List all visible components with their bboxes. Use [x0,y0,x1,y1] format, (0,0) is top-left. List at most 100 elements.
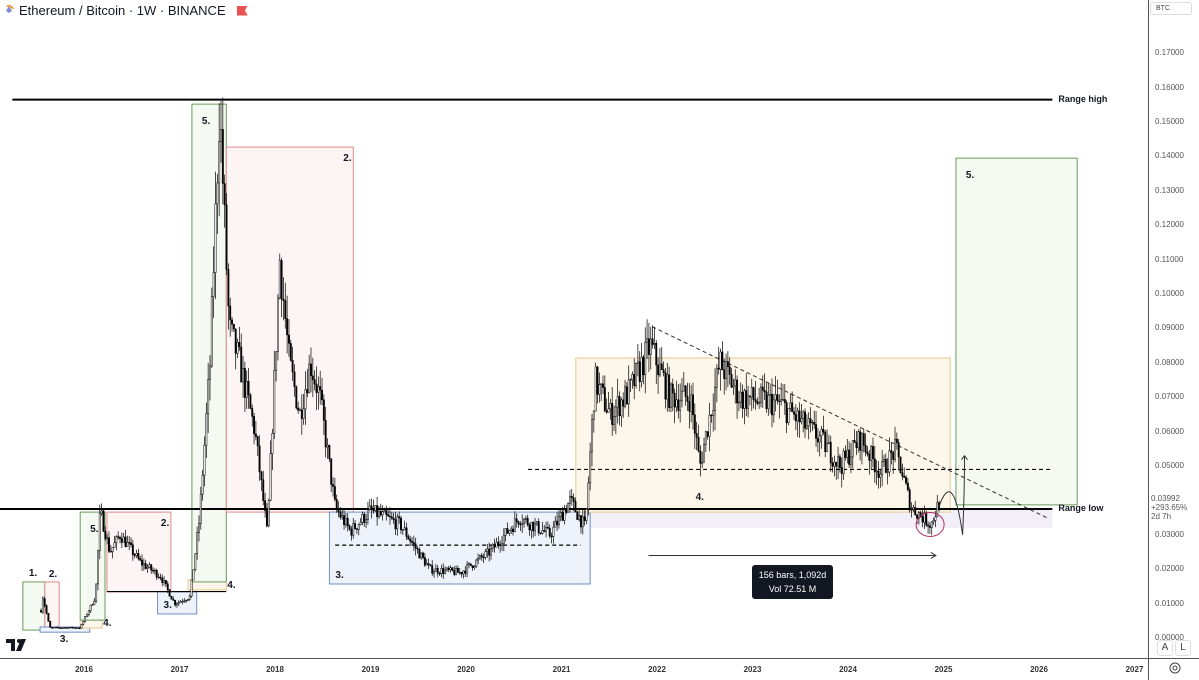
candle-body [310,363,312,377]
candle-body [73,627,76,629]
candle-body [629,379,632,381]
candle-body [87,610,90,615]
candle-body [456,568,459,573]
candle-body [131,544,134,555]
candle-body [592,410,595,420]
candle-body [737,401,740,404]
candle-body [466,564,469,574]
candle-body [376,505,379,517]
candle-body [339,511,342,518]
auto-scale-button[interactable]: A [1157,640,1173,656]
candle-body [554,520,557,528]
candle-body [236,342,239,354]
candle-body [611,402,614,425]
candle-body [300,409,303,419]
price-tick: 0.01000 [1155,598,1184,608]
candle-body [76,627,79,629]
price-tick: 0.07000 [1155,392,1184,402]
candle-body [776,394,779,402]
candle-body [209,365,211,380]
candle-body [106,537,109,540]
candle-body [826,443,829,452]
candle-body [251,408,254,417]
candle-body [888,450,891,473]
candle-body [40,610,42,613]
candle-body [789,402,792,409]
price-tick: 0.00000 [1155,633,1184,642]
candle-body [390,516,393,519]
candle-body [170,595,173,600]
candle-body [341,515,344,518]
candle-body [346,517,349,526]
price-tick: 0.02000 [1155,564,1184,574]
candle-body [807,418,810,427]
candle-body [146,567,149,569]
price-tick: 0.12000 [1155,220,1184,230]
candle-body [231,319,233,325]
candle-body [256,436,259,447]
price-tick: 0.16000 [1155,82,1184,92]
candle-body [499,544,502,546]
candle-body [181,601,184,603]
candle-body [750,387,753,398]
candle-body [868,453,871,461]
candle-body [473,565,476,568]
price-axis[interactable]: 0.17000 0.16000 0.15000 0.14000 0.13000 0.120… [1148,0,1199,658]
candle-body [908,489,911,511]
candle-body [337,508,340,513]
wave-box-green [955,157,1078,506]
candle-body [591,419,593,453]
candle-body [414,543,417,549]
price-tick: 0.14000 [1155,151,1184,161]
candle-body [765,391,768,409]
candle-body [818,435,821,443]
candle-body [467,563,470,565]
candle-body [308,363,311,394]
candle-body [851,440,854,458]
candle-body [335,499,338,509]
settings-button[interactable] [1148,658,1199,680]
tradingview-logo[interactable] [6,637,30,658]
candle-body [381,511,384,516]
candle-body [886,471,889,473]
candle-body [350,528,353,536]
candle-body [491,544,494,549]
currency-button[interactable]: BTC [1150,2,1192,15]
candle-body [655,343,658,366]
candle-body [605,410,608,413]
candle-body [400,517,402,531]
candle-body [662,369,665,373]
candle-body [782,399,784,401]
log-scale-button[interactable]: L [1175,640,1191,656]
flag-icon[interactable] [236,5,248,16]
candle-body [469,563,472,566]
candle-body [152,569,155,572]
candle-body [603,387,606,411]
candle-body [638,361,641,382]
candle-body [289,343,292,361]
candle-body [758,402,761,404]
chart-canvas[interactable] [0,0,1148,658]
bar-countdown: 2d 7h [1151,512,1172,521]
time-axis[interactable]: 2016 2017 2018 2019 2020 2021 2022 2023 2024 2025… [0,658,1148,680]
price-tick: 0.03000 [1155,529,1184,539]
candle-body [855,442,858,448]
candle-body [240,346,243,383]
candle-body [526,518,529,526]
candle-body [333,486,336,500]
candle-body [436,567,439,574]
wave-label: 4. [227,579,236,591]
candle-body [600,383,603,386]
candle-body [673,392,676,408]
candle-body [912,507,915,510]
candle-body [144,563,147,569]
symbol-title[interactable]: Ethereum / Bitcoin · 1W · BINANCE [19,3,226,18]
candle-body [269,453,272,501]
candle-body [703,444,705,463]
candle-body [671,383,674,394]
candle-body [51,627,53,629]
time-tick: 2022 [648,665,666,674]
candle-body [545,527,548,532]
candle-body [699,450,702,464]
wave-box-green [22,581,46,631]
